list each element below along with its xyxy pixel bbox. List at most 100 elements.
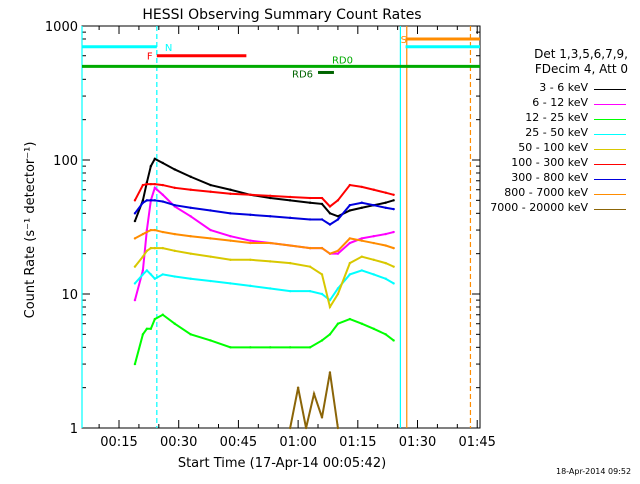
series-point [189,277,192,280]
series-point [133,282,137,285]
series-point [209,190,212,193]
series-point [153,157,157,161]
series-point [189,188,192,191]
y-tick-label: 1 [70,422,78,437]
series-point [288,261,292,265]
x-tick-label: 01:00 [279,435,316,450]
series-point [269,260,272,263]
series-point [173,275,176,278]
series-point [249,241,252,245]
series-point [308,218,312,221]
legend-item-label: 300 - 800 keV [511,171,588,184]
series-point [145,269,149,272]
series-point [269,241,272,245]
series-point [360,201,363,204]
series-point [153,228,157,232]
series-point [209,279,212,283]
series-point [288,199,292,202]
series-point [269,215,272,218]
series-point [161,183,164,187]
series-point [320,196,324,200]
series-point [189,234,192,238]
legend-item-label: 100 - 300 keV [511,156,588,169]
series-point [328,212,332,215]
series-point [149,182,153,186]
series-point [209,209,212,212]
series-point [360,206,363,209]
series-point [360,269,363,272]
series-point [392,193,395,196]
series-point [149,273,153,276]
series-point [360,237,363,240]
series-point [336,426,340,430]
series-point [149,246,153,250]
series-point [348,203,352,207]
series-point [320,416,324,419]
series-point [209,228,212,232]
series-point [312,392,316,395]
state-bar-label: N [165,43,172,54]
series-point [209,183,212,187]
series-point [384,191,387,194]
series-line-5 [134,183,394,208]
series-point [288,244,292,247]
series-point [229,239,232,242]
series-point [161,161,164,165]
series-point [336,199,340,202]
y-tick-label: 1000 [45,20,78,35]
series-point [145,327,149,330]
chart-title: HESSI Observing Summary Count Rates [142,7,421,23]
series-point [392,282,395,285]
series-point [153,186,157,190]
series-point [328,305,332,309]
series-point [384,277,387,280]
legend-swatch [594,134,626,135]
series-point [348,237,352,240]
series-point [336,218,340,221]
series-line-3 [134,268,395,302]
series-point [336,252,340,255]
legend-item-label: 6 - 12 keV [532,96,588,109]
series-point [328,371,332,374]
series-point [372,327,375,330]
series-point [141,333,145,336]
series-point [269,346,272,349]
series-point [384,333,387,336]
series-point [141,201,145,204]
series-point [149,164,153,168]
series-point [392,230,395,234]
series-point [348,261,352,265]
series-point [133,298,137,302]
series-point [308,265,312,268]
series-point [320,273,324,276]
series-point [249,284,252,288]
legend-swatch [594,104,626,105]
series-point [133,237,137,240]
series-point [209,339,212,342]
series-point [360,255,363,258]
series-point [372,258,375,261]
series-point [141,183,145,187]
series-point [161,246,164,250]
series-point [269,194,272,198]
series-point [133,362,137,366]
legend-swatch [594,89,626,90]
series-point [145,182,149,186]
series-point [384,261,387,265]
series-point [304,426,308,430]
series-point [384,206,387,209]
series-point [392,339,395,342]
series-point [269,196,272,200]
series-point [161,273,164,276]
series-point [372,241,375,245]
x-axis-label: Start Time (17-Apr-14 00:05:42) [178,456,386,471]
series-point [153,199,157,202]
legend-swatch [594,119,626,120]
series-point [161,193,164,196]
series-point [308,246,312,250]
series-point [229,192,232,195]
series-point [288,346,292,349]
legend-header-line-2: FDecim 4, Att 0 [534,62,628,76]
